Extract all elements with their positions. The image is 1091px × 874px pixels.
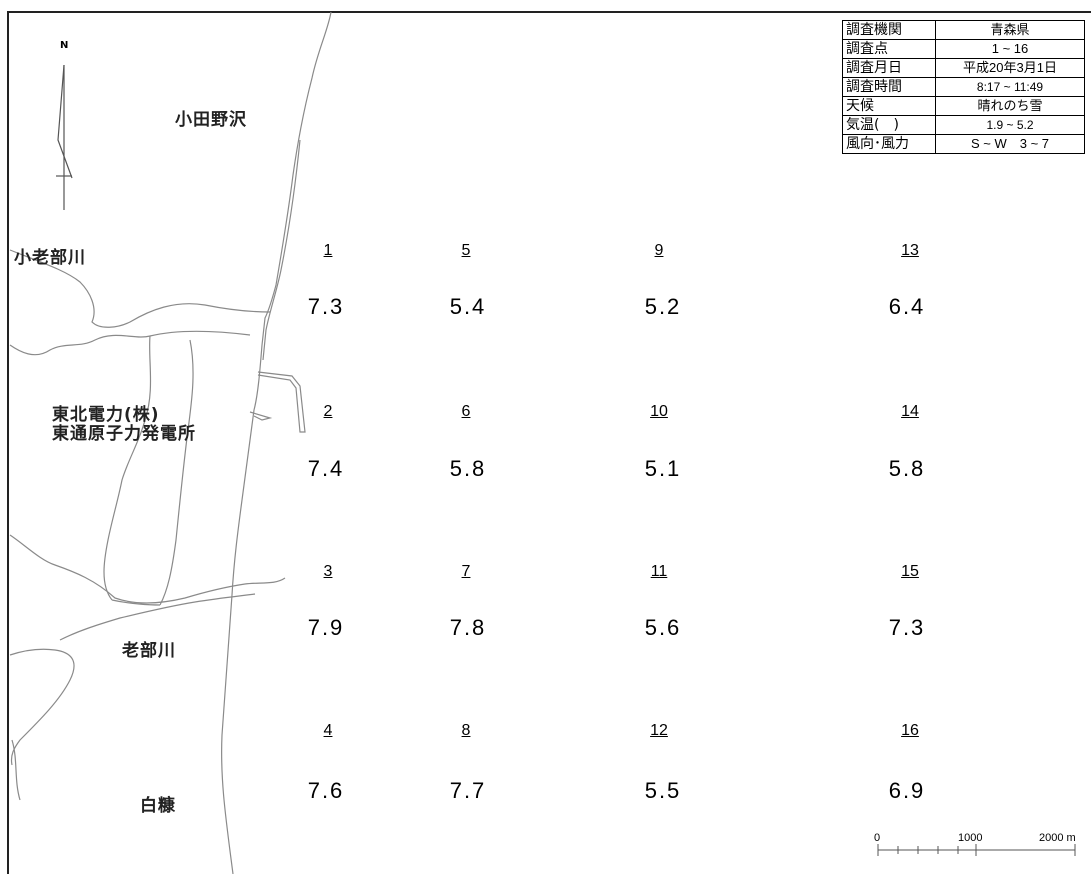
point-value: 7.3 <box>888 615 926 640</box>
river-oibe <box>9 534 286 604</box>
info-value: 晴れのち雪 <box>935 96 1085 116</box>
point-value: 5.4 <box>449 294 487 319</box>
info-row: 調査機関 青森県 <box>842 20 1085 40</box>
point-value: 7.4 <box>307 456 345 481</box>
north-label: N <box>60 40 69 51</box>
scale-label-2000: 2000 m <box>1039 832 1076 844</box>
place-power-plant-line2: 東通原子力発電所 <box>52 424 196 444</box>
river-small-oibe <box>9 249 271 328</box>
point-value: 5.6 <box>644 615 682 640</box>
place-oibegawa-small: 小老部川 <box>14 248 86 268</box>
info-row: 気温( ) 1.9 ~ 5.2 <box>842 115 1085 135</box>
place-power-plant-line1: 東北電力(株) <box>52 405 160 425</box>
info-key: 風向･風力 <box>842 134 936 154</box>
info-row: 調査月日 平成20年3月1日 <box>842 58 1085 78</box>
point-value: 7.8 <box>449 615 487 640</box>
info-value: 青森県 <box>935 20 1085 40</box>
place-shiranuka: 白糠 <box>140 796 176 816</box>
info-value: 1.9 ~ 5.2 <box>935 115 1085 135</box>
road-connect <box>111 599 161 606</box>
point-number: 14 <box>901 403 919 420</box>
point-number: 4 <box>323 722 333 739</box>
river-small-oibe-branch <box>9 330 251 356</box>
point-value: 7.7 <box>449 778 487 803</box>
info-key: 調査月日 <box>842 58 936 78</box>
info-value: 平成20年3月1日 <box>935 58 1085 78</box>
point-value: 7.6 <box>307 778 345 803</box>
info-key: 調査点 <box>842 39 936 59</box>
map-frame-left <box>7 11 9 874</box>
road-inland <box>103 335 152 601</box>
point-number: 5 <box>461 242 471 259</box>
river-oibe-branch <box>9 648 75 766</box>
place-power-plant: 東北電力(株) 東通原子力発電所 <box>52 406 196 444</box>
port-inner <box>249 411 273 421</box>
point-number: 2 <box>323 403 333 420</box>
survey-info-table: 調査機関 青森県 調査点 1 ~ 16 調査月日 平成20年3月1日 調査時間 8:17 ~ … <box>842 20 1085 154</box>
place-oibegawa: 老部川 <box>122 641 176 661</box>
point-number: 6 <box>461 403 471 420</box>
info-key: 天候 <box>842 96 936 116</box>
river-south <box>11 739 21 801</box>
info-row: 風向･風力 S ~ W 3 ~ 7 <box>842 134 1085 154</box>
point-number: 10 <box>650 403 668 420</box>
point-value: 5.8 <box>888 456 926 481</box>
coastline <box>221 11 332 874</box>
point-number: 12 <box>650 722 668 739</box>
coastal-road <box>262 139 301 361</box>
point-value: 5.2 <box>644 294 682 319</box>
road-inland-2 <box>159 339 194 606</box>
point-number: 13 <box>901 242 919 259</box>
port-breakwater <box>257 371 306 433</box>
info-value: S ~ W 3 ~ 7 <box>935 134 1085 154</box>
info-key: 調査機関 <box>842 20 936 40</box>
info-row: 天候 晴れのち雪 <box>842 96 1085 116</box>
point-number: 1 <box>323 242 333 259</box>
point-value: 7.9 <box>307 615 345 640</box>
info-value: 1 ~ 16 <box>935 39 1085 59</box>
point-value: 7.3 <box>307 294 345 319</box>
point-number: 9 <box>654 242 664 259</box>
scale-bar-graphic <box>877 844 1076 856</box>
point-value: 5.5 <box>644 778 682 803</box>
scale-label-1000: 1000 <box>958 832 983 844</box>
north-arrow <box>56 64 73 210</box>
river-oibe-lower <box>59 593 256 641</box>
map-frame-top <box>7 11 1091 13</box>
point-number: 15 <box>901 563 919 580</box>
point-number: 7 <box>461 563 471 580</box>
info-value: 8:17 ~ 11:49 <box>935 77 1085 97</box>
point-number: 3 <box>323 563 333 580</box>
info-row: 調査時間 8:17 ~ 11:49 <box>842 77 1085 97</box>
point-value: 5.1 <box>644 456 682 481</box>
point-number: 16 <box>901 722 919 739</box>
scale-label-0: 0 <box>874 832 881 844</box>
info-row: 調査点 1 ~ 16 <box>842 39 1085 59</box>
point-number: 8 <box>461 722 471 739</box>
point-value: 5.8 <box>449 456 487 481</box>
point-number: 11 <box>650 563 668 580</box>
point-value: 6.9 <box>888 778 926 803</box>
info-key: 調査時間 <box>842 77 936 97</box>
place-odanosawa: 小田野沢 <box>175 110 247 130</box>
info-key: 気温( ) <box>842 115 936 135</box>
point-value: 6.4 <box>888 294 926 319</box>
